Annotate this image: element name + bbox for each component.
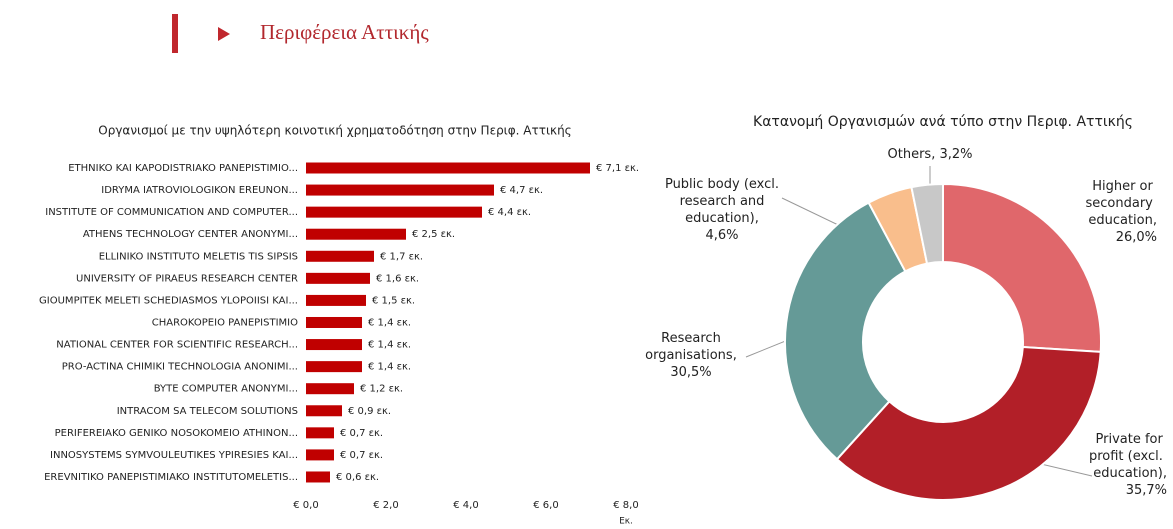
- value-label: € 0,7 εκ.: [340, 428, 383, 439]
- x-tick-label: € 4,0: [453, 500, 478, 511]
- donut-title: Κατανομή Οργανισμών ανά τύπο στην Περιφ.…: [753, 114, 1133, 130]
- donut-label: Private for profit (excl. education)35,7…: [1067, 431, 1167, 499]
- bar: [306, 162, 590, 174]
- donut-label: Others 3,2%: [860, 146, 1000, 163]
- value-label: € 1,5 εκ.: [372, 295, 415, 306]
- y-tick-label: INSTITUTE OF COMMUNICATION AND COMPUTER.…: [45, 207, 298, 218]
- donut-slice: [910, 182, 944, 265]
- x-tick-label: € 8,0: [613, 500, 638, 511]
- value-label: € 1,7 εκ.: [380, 251, 423, 262]
- bar: [306, 471, 330, 483]
- y-tick-label: PRO-ACTINA CHIMIKI TECHNOLOGIA ANONIMI..…: [62, 362, 298, 373]
- y-tick-label: IDRYMA IATROVIOLOGIKON EREUNON...: [101, 185, 298, 196]
- value-label: € 1,4 εκ.: [368, 362, 411, 373]
- value-label: € 1,2 εκ.: [360, 384, 403, 395]
- value-label: € 0,7 εκ.: [340, 450, 383, 461]
- y-tick-label: NATIONAL CENTER FOR SCIENTIFIC RESEARCH.…: [56, 340, 298, 351]
- value-label: € 1,6 εκ.: [376, 273, 419, 284]
- bar: [306, 272, 370, 284]
- x-tick-label: € 2,0: [373, 500, 398, 511]
- y-tick-label: PERIFEREIAKO GENIKO NOSOKOMEIO ATHINON..…: [55, 428, 298, 439]
- donut-label: Higher or secondary education26,0%: [1060, 178, 1157, 246]
- x-tick-label: € 6,0: [533, 500, 558, 511]
- bar: [306, 361, 362, 373]
- bar: [306, 228, 406, 240]
- value-label: € 4,7 εκ.: [500, 185, 543, 196]
- donut-slice: [835, 345, 1102, 501]
- x-tick-label: € 0,0: [293, 500, 318, 511]
- y-tick-label: GIOUMPITEK MELETI SCHEDIASMOS YLOPOIISI …: [39, 295, 298, 306]
- y-tick-label: UNIVERSITY OF PIRAEUS RESEARCH CENTER: [76, 273, 298, 284]
- bar: [306, 250, 374, 262]
- y-tick-label: BYTE COMPUTER ANONYMI...: [154, 384, 298, 395]
- value-label: € 1,4 εκ.: [368, 340, 411, 351]
- bar: [306, 206, 482, 218]
- donut-label: Public body (excl. research and educatio…: [660, 176, 784, 244]
- y-tick-label: INNOSYSTEMS SYMVOULEUTIKES YPIRESIES KAI…: [50, 450, 298, 461]
- header-title: Περιφέρεια Αττικής: [260, 20, 429, 44]
- header-arrow: [218, 27, 230, 41]
- y-tick-label: ELLINIKO INSTITUTO MELETIS TIS SIPSIS: [99, 251, 298, 262]
- value-label: € 7,1 εκ.: [596, 163, 639, 174]
- value-label: € 1,4 εκ.: [368, 317, 411, 328]
- y-tick-label: INTRACOM SA TELECOM SOLUTIONS: [117, 406, 298, 417]
- y-tick-label: ETHNIKO KAI KAPODISTRIAKO PANEPISTIMIO..…: [68, 163, 298, 174]
- bar: [306, 184, 494, 196]
- bar: [306, 405, 342, 417]
- y-tick-label: EREVNITIKO PANEPISTIMIAKO INSTITUTOMELET…: [44, 472, 298, 483]
- donut-slice: [942, 182, 1103, 353]
- header-bar: [172, 14, 178, 53]
- donut-label: Research organisations30,5%: [632, 330, 750, 381]
- value-label: € 0,6 εκ.: [336, 472, 379, 483]
- value-label: € 4,4 εκ.: [488, 207, 531, 218]
- donut-slice: [784, 201, 907, 461]
- bar: [306, 316, 362, 328]
- bar: [306, 383, 354, 395]
- y-tick-label: ATHENS TECHNOLOGY CENTER ANONYMI...: [83, 229, 298, 240]
- bar-title: Οργανισμοί με την υψηλότερη κοινοτική χρ…: [98, 124, 571, 138]
- bar: [306, 339, 362, 351]
- bar: [306, 449, 334, 461]
- value-label: € 2,5 εκ.: [412, 229, 455, 240]
- y-tick-label: CHAROKOPEIO PANEPISTIMIO: [152, 317, 298, 328]
- x-axis-label: Εκ.: [619, 517, 633, 527]
- bar: [306, 294, 366, 306]
- bar: [306, 427, 334, 439]
- value-label: € 0,9 εκ.: [348, 406, 391, 417]
